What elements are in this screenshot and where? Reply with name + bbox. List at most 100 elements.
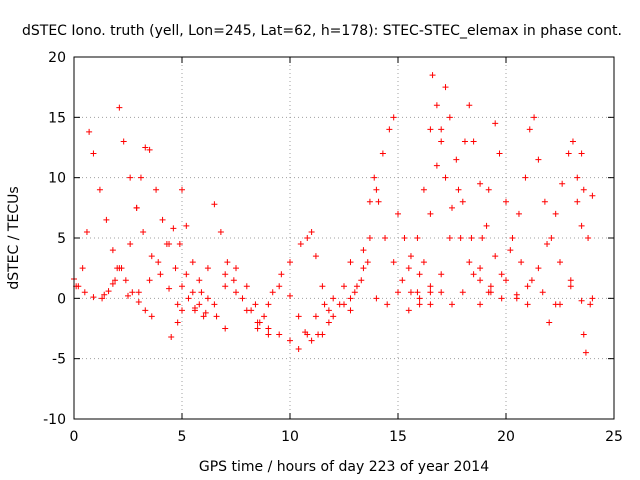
data-point — [366, 198, 373, 205]
data-point — [427, 126, 434, 133]
data-point — [442, 84, 449, 91]
data-point — [498, 271, 505, 278]
data-point — [487, 289, 494, 296]
data-point — [461, 138, 468, 145]
data-point — [578, 297, 585, 304]
data-point — [455, 186, 462, 193]
data-point — [522, 174, 529, 181]
x-tick-label: 25 — [605, 429, 623, 445]
data-point — [438, 126, 445, 133]
data-point — [103, 216, 110, 223]
y-tick-label: -5 — [52, 352, 66, 368]
data-point — [565, 150, 572, 157]
data-point — [176, 241, 183, 248]
data-point — [142, 144, 149, 151]
data-point — [507, 247, 514, 254]
data-point — [347, 259, 354, 266]
data-point — [559, 180, 566, 187]
data-point — [535, 265, 542, 272]
x-tick-label: 5 — [178, 429, 187, 445]
data-point — [157, 271, 164, 278]
data-point — [539, 289, 546, 296]
data-point — [133, 204, 140, 211]
data-point — [174, 301, 181, 308]
data-point — [466, 102, 473, 109]
data-point — [524, 301, 531, 308]
data-point — [140, 228, 147, 235]
data-point — [196, 277, 203, 284]
data-point — [330, 295, 337, 302]
data-point — [252, 301, 259, 308]
data-point — [198, 289, 205, 296]
data-point — [379, 150, 386, 157]
data-point — [416, 295, 423, 302]
series-7 — [254, 259, 371, 344]
data-point — [390, 114, 397, 121]
data-point — [446, 114, 453, 121]
data-point — [211, 201, 218, 208]
data-point — [589, 192, 596, 199]
data-point — [265, 301, 272, 308]
data-point — [153, 186, 160, 193]
data-point — [574, 174, 581, 181]
data-point — [125, 292, 131, 299]
data-point — [589, 295, 596, 302]
data-point — [172, 265, 179, 272]
data-point — [518, 259, 525, 266]
series-17 — [546, 150, 596, 326]
data-point — [483, 222, 490, 229]
data-point — [405, 307, 412, 314]
data-point — [321, 301, 328, 308]
data-point — [429, 72, 436, 79]
data-point — [287, 292, 293, 299]
data-point — [477, 265, 484, 272]
data-point — [304, 331, 311, 338]
data-point — [453, 156, 460, 163]
data-point — [449, 204, 455, 211]
data-point — [163, 241, 170, 248]
data-point — [438, 271, 445, 278]
data-point — [168, 333, 175, 340]
data-point — [217, 228, 224, 235]
x-tick-label: 20 — [497, 429, 515, 445]
x-axis-label: GPS time / hours of day 223 of year 2014 — [199, 459, 489, 475]
data-point — [567, 283, 574, 290]
data-point — [233, 289, 239, 296]
data-point — [509, 235, 516, 241]
data-point — [351, 289, 358, 296]
data-point — [468, 235, 475, 241]
data-point — [405, 265, 412, 272]
data-point — [479, 235, 486, 241]
data-point — [485, 186, 492, 193]
data-point — [265, 325, 272, 332]
data-point — [239, 295, 246, 302]
data-point — [96, 186, 103, 193]
data-point — [179, 307, 185, 314]
y-tick-label: 10 — [48, 171, 66, 187]
data-point — [233, 265, 239, 272]
data-point — [544, 241, 551, 248]
data-point — [202, 309, 209, 316]
series-10 — [347, 174, 434, 314]
data-point — [382, 235, 389, 241]
data-point — [427, 210, 434, 217]
data-point — [297, 241, 304, 248]
data-point — [498, 295, 505, 302]
data-point — [341, 283, 347, 290]
series-5 — [191, 201, 272, 338]
data-point — [384, 301, 391, 308]
data-point — [191, 307, 198, 314]
data-point — [127, 241, 134, 248]
data-point — [276, 283, 283, 290]
data-point — [548, 235, 555, 241]
data-point — [79, 265, 86, 272]
data-point — [399, 277, 406, 284]
y-axis-label: dSTEC / TECUs — [6, 186, 22, 289]
data-point — [587, 301, 594, 308]
data-point — [442, 174, 449, 181]
data-point — [427, 283, 434, 290]
data-point — [116, 104, 123, 111]
data-point — [557, 301, 563, 308]
series-1 — [73, 104, 185, 314]
data-point — [496, 150, 503, 157]
